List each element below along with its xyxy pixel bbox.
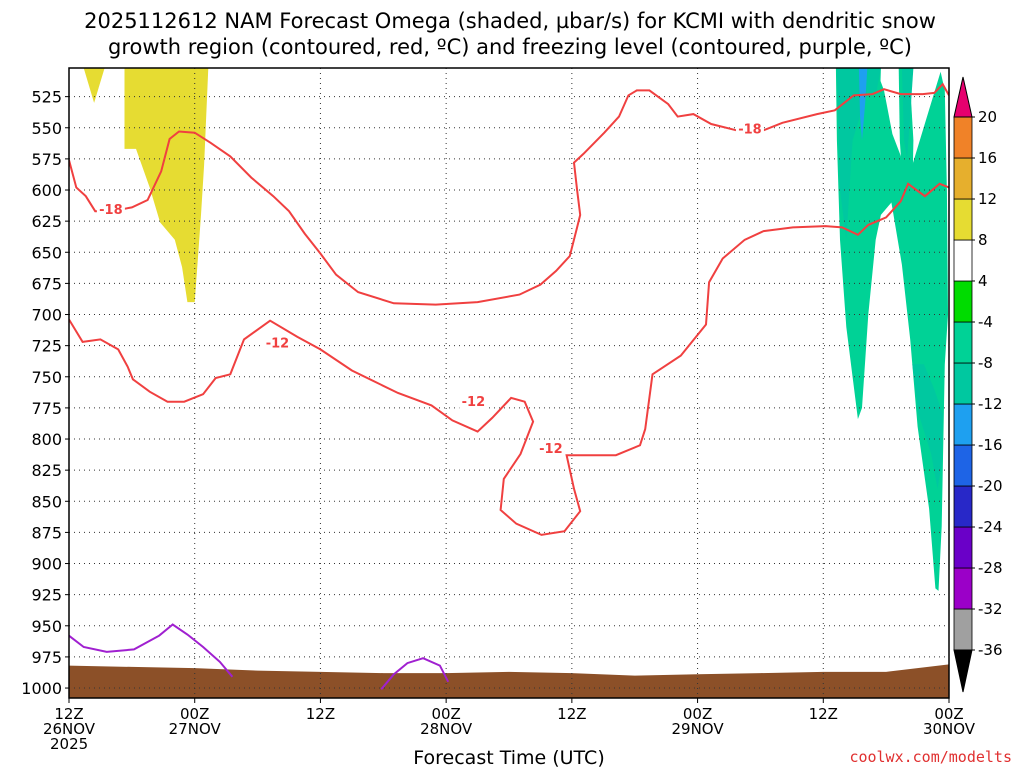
- contour-label-bg-dgz_lower: [263, 335, 292, 351]
- x-tick-label-0-1: 26NOV: [43, 720, 96, 738]
- colorbar-band-9: [953, 239, 973, 282]
- colorbar-label-5: -16: [978, 436, 1003, 454]
- colorbar-band-5: [953, 403, 973, 446]
- colorbar-band-0: [953, 608, 973, 651]
- x-tick-label-1-1: 27NOV: [169, 720, 222, 738]
- colorbar-band-2: [953, 526, 973, 569]
- x-tick-label-5-0: 00Z: [683, 705, 712, 723]
- colorbar-label-1: -32: [978, 600, 1003, 618]
- plot-area: -18 -18 -12 -12 -12: [69, 68, 949, 698]
- terrain-fill: [69, 664, 949, 698]
- colorbar-label-10: 8: [978, 231, 988, 249]
- colorbar-label-11: 12: [978, 190, 997, 208]
- freezing-contour-1: [69, 623, 234, 678]
- colorbar-label-2: -28: [978, 559, 1003, 577]
- grid-layer: [69, 68, 949, 698]
- x-tick-label-4-0: 12Z: [557, 705, 586, 723]
- omega-region-0: [83, 68, 105, 103]
- colorbar-label-3: -24: [978, 518, 1003, 536]
- omega-region-2: [835, 68, 948, 591]
- x-tick-label-0-2: 2025: [50, 735, 88, 753]
- y-tick-label-525: 525: [31, 88, 62, 107]
- colorbar-arrow-low: [953, 649, 973, 693]
- colorbar-band-8: [953, 280, 973, 323]
- colorbar-label-9: 4: [978, 272, 988, 290]
- colorbar-band-1: [953, 567, 973, 610]
- x-tick-label-2-0: 12Z: [306, 705, 335, 723]
- colorbar-band-6: [953, 362, 973, 405]
- terrain-layer: [69, 664, 949, 698]
- x-tick-label-7-1: 30NOV: [923, 720, 976, 738]
- x-tick-label-7-0: 00Z: [934, 705, 963, 723]
- contour-label-bg-dgz_upper: [96, 202, 125, 218]
- contour-label-dgz_lower: -12: [266, 336, 290, 351]
- y-tick-label-625: 625: [31, 212, 62, 231]
- colorbar-band-4: [953, 444, 973, 487]
- colorbar-label-8: -4: [978, 313, 993, 331]
- contour-layer: -18 -18 -12 -12 -12: [69, 82, 949, 690]
- colorbar-band-7: [953, 321, 973, 364]
- omega-shading-layer: [83, 68, 948, 591]
- y-tick-label-675: 675: [31, 274, 62, 293]
- y-tick-label-850: 850: [31, 492, 62, 511]
- omega-region-8: [858, 68, 868, 141]
- contour-label-bg-dgz_lower_2: [459, 393, 488, 409]
- omega-region-5: [836, 68, 881, 240]
- colorbar-label-12: 16: [978, 149, 997, 167]
- colorbar-band-11: [953, 157, 973, 200]
- y-tick-label-725: 725: [31, 337, 62, 356]
- freezing-contour-2: [380, 657, 450, 690]
- y-tick-label-650: 650: [31, 243, 62, 262]
- y-tick-label-550: 550: [31, 119, 62, 138]
- omega-region-7: [901, 68, 914, 159]
- omega-region-6: [912, 364, 943, 489]
- colorbar: -36 -32 -28 -24 -20 -16 -12 -8 -4 4 8 12 16 20: [953, 76, 1003, 693]
- colorbar-label-13: 20: [978, 108, 997, 126]
- colorbar-label-6: -12: [978, 395, 1003, 413]
- y-tick-label-800: 800: [31, 430, 62, 449]
- contour-label-bg-dgz_upper_2: [735, 121, 764, 137]
- omega-region-1: [124, 68, 209, 303]
- y-tick-label-775: 775: [31, 399, 62, 418]
- x-tick-label-3-0: 00Z: [431, 705, 460, 723]
- x-tick-label-0-0: 12Z: [54, 705, 83, 723]
- x-tick-label-5-1: 29NOV: [672, 720, 725, 738]
- y-tick-label-575: 575: [31, 150, 62, 169]
- y-tick-label-1000: 1000: [21, 679, 62, 698]
- contour-label-bg-dgz_lower_3: [536, 441, 565, 457]
- colorbar-band-3: [953, 485, 973, 528]
- contour-label-dgz_upper: -18: [99, 203, 123, 218]
- colorbar-band-10: [953, 198, 973, 241]
- y-tick-label-925: 925: [31, 586, 62, 605]
- contour-label-dgz_lower_3: -12: [539, 442, 563, 457]
- chart-title-line-2: growth region (contoured, red, ºC) and f…: [108, 35, 912, 59]
- contour-label-dgz_lower_2: -12: [462, 395, 486, 410]
- colorbar-band-12: [953, 116, 973, 159]
- y-tick-label-975: 975: [31, 648, 62, 667]
- dgz-upper-contour: [69, 82, 949, 306]
- y-axis: 525 550 575 600 625 650 675 700 725 750 775 800 825 8…: [21, 88, 69, 698]
- colorbar-label-7: -8: [978, 354, 993, 372]
- y-tick-label-950: 950: [31, 617, 62, 636]
- plot-frame-right-dash: [68, 67, 950, 699]
- y-tick-label-750: 750: [31, 368, 62, 387]
- dgz-lower-contour: [69, 182, 949, 536]
- y-tick-label-600: 600: [31, 181, 62, 200]
- x-tick-label-1-0: 00Z: [180, 705, 209, 723]
- x-axis-label: Forecast Time (UTC): [413, 747, 604, 768]
- y-tick-label-900: 900: [31, 555, 62, 574]
- x-tick-label-6-0: 12Z: [809, 705, 838, 723]
- colorbar-arrow-high: [953, 76, 973, 118]
- y-tick-label-875: 875: [31, 523, 62, 542]
- contour-label-dgz_upper_2: -18: [738, 122, 762, 137]
- colorbar-label-0: -36: [978, 641, 1003, 659]
- colorbar-label-4: -20: [978, 477, 1003, 495]
- x-tick-label-3-1: 28NOV: [420, 720, 473, 738]
- credit-text[interactable]: coolwx.com/modelts: [849, 748, 1012, 766]
- chart-title-line-1: 2025112612 NAM Forecast Omega (shaded, µ…: [84, 9, 936, 33]
- y-tick-label-700: 700: [31, 306, 62, 325]
- y-tick-label-825: 825: [31, 461, 62, 480]
